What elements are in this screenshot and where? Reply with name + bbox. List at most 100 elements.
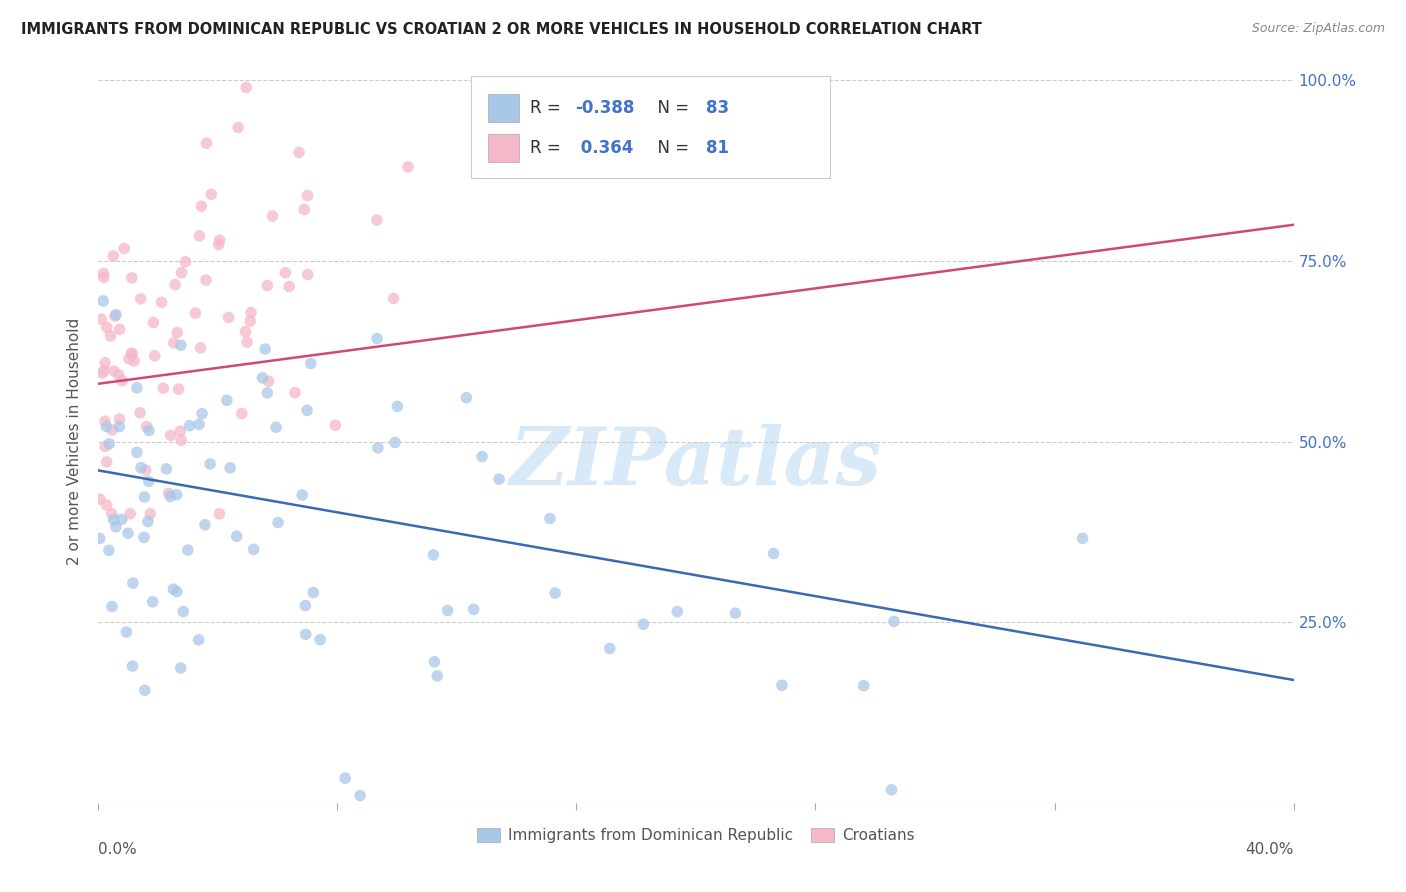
Point [96, 455, 118, 469]
Point [170, 661, 193, 675]
Point [236, 335, 259, 350]
Point [120, 507, 142, 521]
Point [724, 606, 747, 620]
Point [108, 412, 131, 426]
Point [366, 331, 388, 345]
Point [101, 507, 124, 521]
Point [129, 406, 152, 420]
Point [90, 312, 112, 326]
Point [252, 371, 274, 385]
Point [257, 374, 280, 388]
Point [159, 490, 181, 504]
Point [96, 320, 118, 334]
Point [288, 145, 311, 160]
Point [294, 599, 316, 613]
Point [880, 783, 903, 797]
Point [187, 632, 209, 647]
Point [155, 462, 177, 476]
Point [93, 270, 115, 285]
Point [883, 615, 905, 629]
Point [302, 585, 325, 599]
Point [103, 249, 125, 263]
Point [762, 547, 785, 561]
Point [89, 532, 111, 546]
Point [107, 368, 129, 382]
Point [292, 202, 315, 217]
Point [471, 450, 494, 464]
Point [98, 437, 121, 451]
Point [121, 270, 143, 285]
Text: R =: R = [530, 139, 567, 157]
Text: 81: 81 [706, 139, 728, 157]
Point [485, 80, 508, 95]
Point [239, 314, 262, 328]
Point [190, 341, 212, 355]
Point [195, 273, 218, 287]
Point [284, 385, 307, 400]
Point [104, 520, 127, 534]
Point [94, 356, 117, 370]
Text: R =: R = [530, 99, 567, 117]
Legend: Immigrants from Dominican Republic, Croatians: Immigrants from Dominican Republic, Croa… [471, 822, 921, 849]
Point [274, 266, 297, 280]
Point [117, 526, 139, 541]
Point [134, 490, 156, 504]
Point [422, 548, 444, 562]
Point [184, 306, 207, 320]
Point [166, 326, 188, 340]
Text: IMMIGRANTS FROM DOMINICAN REPUBLIC VS CROATIAN 2 OR MORE VEHICLES IN HOUSEHOLD C: IMMIGRANTS FROM DOMINICAN REPUBLIC VS CR… [21, 22, 981, 37]
Point [770, 678, 793, 692]
Point [291, 488, 314, 502]
Point [138, 475, 160, 489]
Point [121, 346, 143, 360]
Point [599, 641, 621, 656]
Point [139, 507, 162, 521]
Text: 83: 83 [706, 99, 728, 117]
Point [297, 268, 319, 282]
Point [152, 381, 174, 395]
Point [294, 627, 316, 641]
Point [225, 529, 247, 543]
Point [267, 516, 290, 530]
Point [157, 486, 180, 500]
Point [135, 463, 157, 477]
Point [188, 417, 211, 432]
Point [382, 292, 405, 306]
Point [170, 266, 193, 280]
Point [169, 424, 191, 438]
Point [105, 308, 128, 322]
Point [264, 420, 287, 434]
Point [235, 325, 257, 339]
Point [142, 316, 165, 330]
Point [166, 488, 188, 502]
Point [112, 241, 135, 255]
Point [231, 407, 253, 421]
Text: 0.364: 0.364 [575, 139, 634, 157]
Point [122, 576, 145, 591]
Point [1071, 532, 1094, 546]
Point [143, 349, 166, 363]
Y-axis label: 2 or more Vehicles in Household: 2 or more Vehicles in Household [67, 318, 83, 566]
Point [208, 507, 231, 521]
Point [166, 584, 188, 599]
Point [129, 292, 152, 306]
Point [349, 789, 371, 803]
Point [122, 354, 145, 368]
Point [150, 295, 173, 310]
Point [436, 603, 458, 617]
Point [89, 492, 111, 507]
Point [179, 418, 201, 433]
Point [162, 582, 184, 597]
Point [396, 160, 419, 174]
Point [208, 233, 231, 247]
Point [134, 683, 156, 698]
Point [188, 228, 211, 243]
Point [96, 419, 118, 434]
Point [167, 382, 190, 396]
Point [172, 605, 194, 619]
Point [219, 461, 242, 475]
Point [544, 586, 567, 600]
Point [163, 335, 186, 350]
Point [93, 267, 115, 281]
Point [278, 279, 301, 293]
